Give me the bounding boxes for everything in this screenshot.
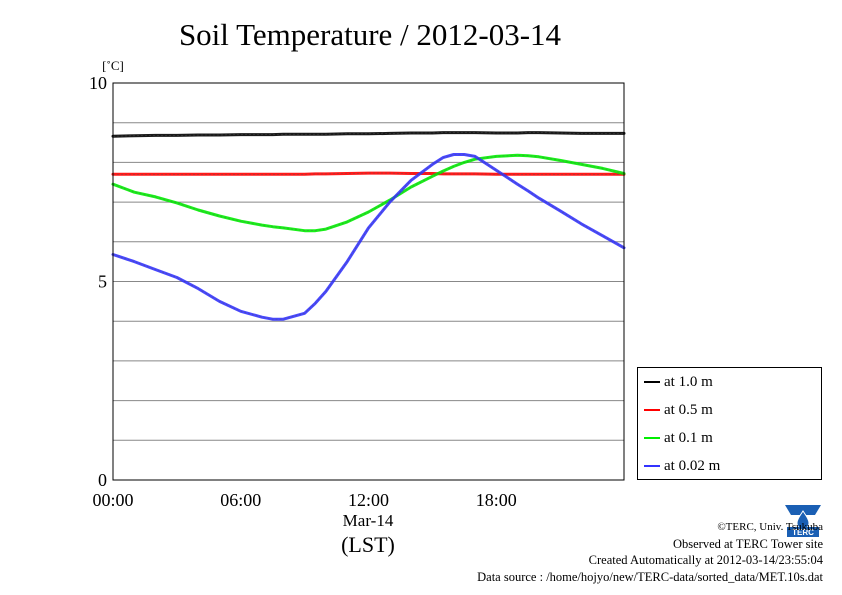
legend-label: at 0.5 m — [664, 402, 713, 418]
legend-swatch-green — [644, 436, 660, 439]
series-line-texture-3 — [112, 154, 625, 320]
legend-swatch-black — [644, 380, 660, 383]
chart-title: Soil Temperature / 2012-03-14 — [179, 17, 562, 52]
legend-label: at 0.1 m — [664, 430, 713, 446]
legend-item-1m: at 1.0 m — [644, 369, 713, 395]
series-line-0 — [111, 131, 626, 138]
x-tick-label: 18:00 — [476, 490, 517, 510]
terc-logo: TERC — [783, 503, 823, 539]
source-text: Data source : /home/hojyo/new/TERC-data/… — [477, 569, 823, 584]
series-group — [111, 131, 626, 321]
y-axis-unit: [˚C] — [102, 58, 124, 73]
y-tick-label: 0 — [98, 470, 107, 490]
series-line-texture-2 — [112, 154, 625, 231]
legend-label: at 0.02 m — [664, 458, 721, 474]
plot-frame — [112, 82, 625, 481]
credits: ©TERC, Univ. Tsukuba Observed at TERC To… — [477, 519, 823, 585]
x-tick-label: 12:00 — [348, 490, 389, 510]
series-line-texture-0 — [112, 132, 624, 137]
legend-swatch-red — [644, 408, 660, 411]
legend-item-0-02m: at 0.02 m — [644, 453, 720, 479]
legend: at 1.0 m at 0.5 m at 0.1 m at 0.02 m — [637, 367, 822, 480]
x-axis-label: (LST) — [341, 532, 395, 557]
series-line-texture-1 — [113, 172, 624, 175]
series-line-3 — [111, 153, 626, 321]
copyright-text: ©TERC, Univ. Tsukuba — [717, 521, 823, 533]
legend-swatch-blue — [644, 464, 660, 467]
x-tick-label: 06:00 — [220, 490, 261, 510]
y-tick-label: 5 — [98, 272, 107, 292]
created-text: Created Automatically at 2012-03-14/23:5… — [588, 553, 823, 567]
legend-label: at 1.0 m — [664, 374, 713, 390]
grid — [113, 122, 624, 441]
y-tick-label: 10 — [89, 73, 107, 93]
legend-item-0-5m: at 0.5 m — [644, 397, 713, 423]
logo-text: TERC — [792, 528, 814, 537]
legend-item-0-1m: at 0.1 m — [644, 425, 713, 451]
x-tick-label: 00:00 — [92, 490, 133, 510]
site-text: Observed at TERC Tower site — [672, 536, 823, 551]
x-axis-date: Mar-14 — [343, 511, 394, 530]
y-tick-labels: 0 5 10 — [89, 73, 107, 490]
x-tick-labels: 00:00 06:00 12:00 18:00 — [92, 490, 516, 510]
series-line-2 — [111, 153, 626, 233]
